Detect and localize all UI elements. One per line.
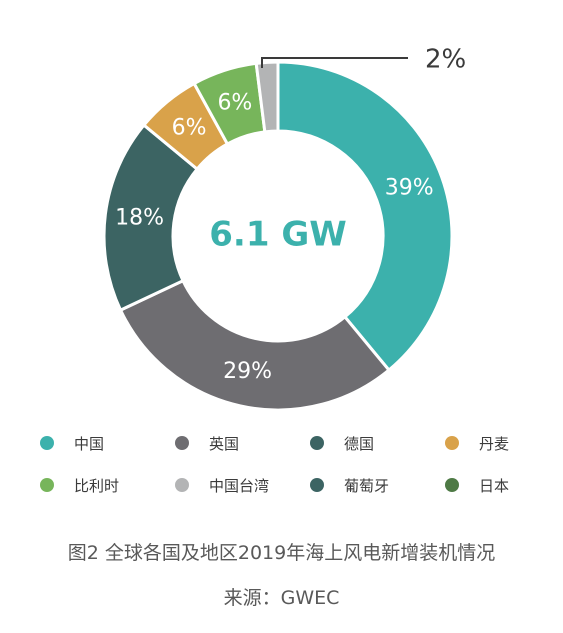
legend-swatch: [310, 436, 324, 450]
legend-label: 比利时: [74, 476, 120, 495]
donut-slice-0: [276, 60, 454, 373]
legend-swatch: [445, 478, 459, 492]
callout-leader-line: [261, 57, 408, 68]
legend-item: 德国: [310, 432, 445, 454]
legend-label: 中国台湾: [209, 476, 270, 495]
figure-caption: 图2 全球各国及地区2019年海上风电新增装机情况: [67, 542, 496, 564]
legend-swatch: [40, 436, 54, 450]
chart-legend: 中国 英国 德国 丹麦比利时 中国台湾 葡萄牙 日本: [40, 432, 540, 496]
legend-item: 中国: [40, 432, 175, 454]
legend-label: 日本: [479, 476, 510, 495]
donut-slice-1: [118, 278, 392, 412]
legend-label: 德国: [344, 434, 375, 453]
legend-item: 英国: [175, 432, 310, 454]
legend-label: 丹麦: [479, 434, 510, 453]
slice-labels: 39% 29% 18% 6% 6% 2%: [115, 45, 466, 385]
slice-label-4: 6%: [217, 90, 252, 115]
legend-item: 比利时: [40, 474, 175, 496]
slice-label-2: 18%: [115, 206, 164, 231]
donut-slices: [102, 60, 454, 412]
center-total-label: 6.1 GW: [209, 215, 346, 255]
legend-swatch: [40, 478, 54, 492]
legend-label: 英国: [209, 434, 240, 453]
legend-item: 日本: [445, 474, 540, 496]
legend-item: 中国台湾: [175, 474, 310, 496]
figure-source: 来源：GWEC: [223, 587, 340, 609]
legend-label: 葡萄牙: [344, 476, 390, 495]
legend-swatch: [175, 478, 189, 492]
legend-swatch: [310, 478, 324, 492]
legend-swatch: [175, 436, 189, 450]
legend-swatch: [445, 436, 459, 450]
slice-label-0: 39%: [385, 176, 434, 201]
legend-label: 中国: [74, 434, 105, 453]
slice-label-5: 2%: [425, 45, 466, 75]
slice-label-3: 6%: [172, 116, 207, 141]
legend-item: 丹麦: [445, 432, 540, 454]
donut-slice-5: [254, 60, 280, 134]
slice-label-1: 29%: [223, 359, 272, 384]
donut-chart: 39% 29% 18% 6% 6% 2% 6.1 GW: [102, 45, 466, 412]
legend-item: 葡萄牙: [310, 474, 445, 496]
